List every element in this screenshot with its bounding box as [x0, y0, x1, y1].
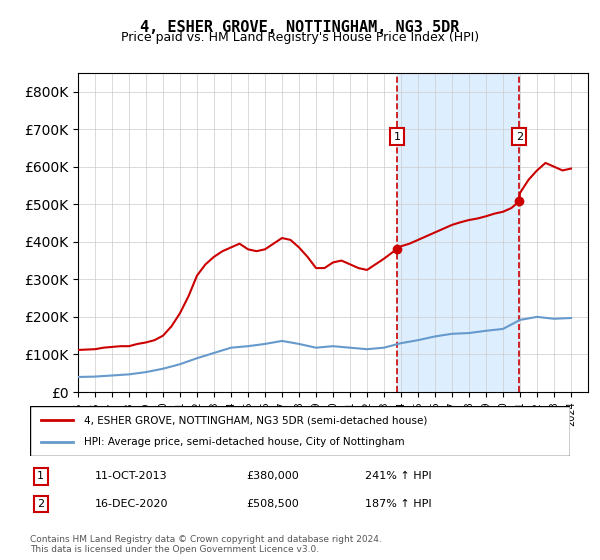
Text: £380,000: £380,000: [246, 471, 299, 481]
Text: 2: 2: [516, 132, 523, 142]
Text: 2: 2: [37, 499, 44, 509]
Text: HPI: Average price, semi-detached house, City of Nottingham: HPI: Average price, semi-detached house,…: [84, 437, 404, 447]
Text: 1: 1: [37, 471, 44, 481]
Text: 241% ↑ HPI: 241% ↑ HPI: [365, 471, 431, 481]
FancyBboxPatch shape: [30, 406, 570, 456]
Text: Price paid vs. HM Land Registry's House Price Index (HPI): Price paid vs. HM Land Registry's House …: [121, 31, 479, 44]
Text: 11-OCT-2013: 11-OCT-2013: [95, 471, 167, 481]
Text: 4, ESHER GROVE, NOTTINGHAM, NG3 5DR: 4, ESHER GROVE, NOTTINGHAM, NG3 5DR: [140, 20, 460, 35]
Bar: [397, 73, 520, 392]
Text: £508,500: £508,500: [246, 499, 299, 509]
Text: 4, ESHER GROVE, NOTTINGHAM, NG3 5DR (semi-detached house): 4, ESHER GROVE, NOTTINGHAM, NG3 5DR (sem…: [84, 415, 427, 425]
Text: 187% ↑ HPI: 187% ↑ HPI: [365, 499, 431, 509]
Text: 16-DEC-2020: 16-DEC-2020: [95, 499, 168, 509]
Text: Contains HM Land Registry data © Crown copyright and database right 2024.
This d: Contains HM Land Registry data © Crown c…: [30, 535, 382, 554]
Text: 1: 1: [394, 132, 401, 142]
